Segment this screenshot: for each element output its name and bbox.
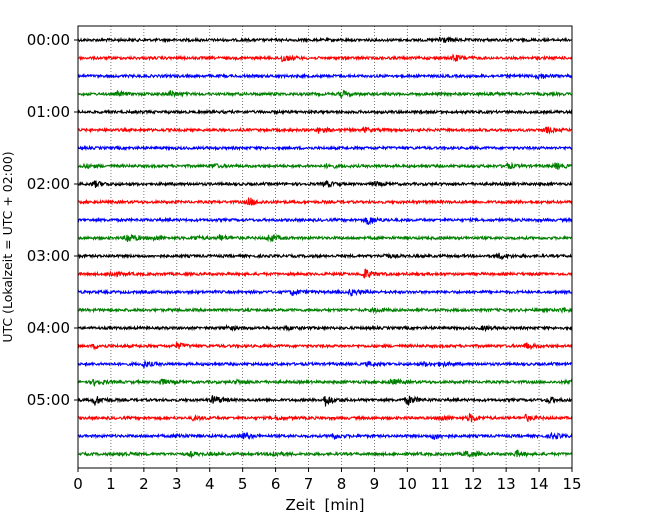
trace-0500 [77, 395, 573, 407]
x-tick-label: 8 [337, 475, 347, 493]
trace-0115 [77, 125, 573, 135]
trace-0530 [77, 431, 573, 441]
trace-0100 [77, 108, 573, 116]
x-tick-label: 1 [106, 475, 116, 493]
y-tick-label: 04:00 [27, 319, 70, 337]
trace-0015 [77, 53, 573, 63]
trace-0145 [77, 161, 573, 170]
x-tick-label: 5 [238, 475, 248, 493]
x-tick-label: 13 [497, 475, 516, 493]
y-tick-label: 03:00 [27, 247, 70, 265]
trace-0030 [77, 72, 573, 81]
trace-0215 [77, 196, 573, 206]
x-tick-label: 9 [370, 475, 380, 493]
traces [77, 36, 573, 459]
y-tick-label: 02:00 [27, 175, 70, 193]
x-axis: 0 1 2 3 4 5 6 7 8 9 10 11 12 13 14 15 [73, 468, 582, 493]
x-tick-label: 15 [562, 475, 581, 493]
trace-0515 [77, 412, 573, 423]
y-tick-label: 01:00 [27, 103, 70, 121]
y-tick-label: 05:00 [27, 391, 70, 409]
x-tick-label: 7 [304, 475, 314, 493]
trace-0200 [77, 180, 573, 188]
x-tick-label: 3 [172, 475, 182, 493]
trace-0345 [78, 306, 573, 315]
trace-0400 [77, 323, 573, 333]
y-axis: 00:00 01:00 02:00 03:00 04:00 05:00 [27, 31, 78, 409]
x-tick-label: 11 [431, 475, 450, 493]
x-tick-label: 4 [205, 475, 215, 493]
trace-0230 [77, 216, 573, 226]
trace-0415 [77, 342, 573, 351]
x-tick-label: 14 [530, 475, 549, 493]
trace-0315 [77, 268, 573, 279]
plot-frame [77, 25, 573, 469]
trace-0445 [77, 377, 573, 387]
trace-0130 [77, 144, 573, 152]
trace-0000 [77, 36, 573, 44]
x-axis-label: Zeit [min] [285, 496, 364, 514]
x-tick-label: 12 [464, 475, 483, 493]
trace-0330 [77, 288, 573, 298]
y-axis-label: UTC (Lokalzeit = UTC + 02:00) [0, 151, 15, 342]
x-tick-label: 10 [398, 475, 417, 493]
y-tick-label: 00:00 [27, 31, 70, 49]
trace-0045 [77, 89, 573, 99]
x-tick-label: 2 [139, 475, 149, 493]
trace-0245 [77, 233, 573, 243]
x-tick-label: 6 [271, 475, 281, 493]
trace-0545 [78, 449, 573, 459]
x-tick-label: 0 [73, 475, 83, 493]
trace-0430 [77, 359, 573, 369]
trace-0300 [77, 252, 573, 261]
